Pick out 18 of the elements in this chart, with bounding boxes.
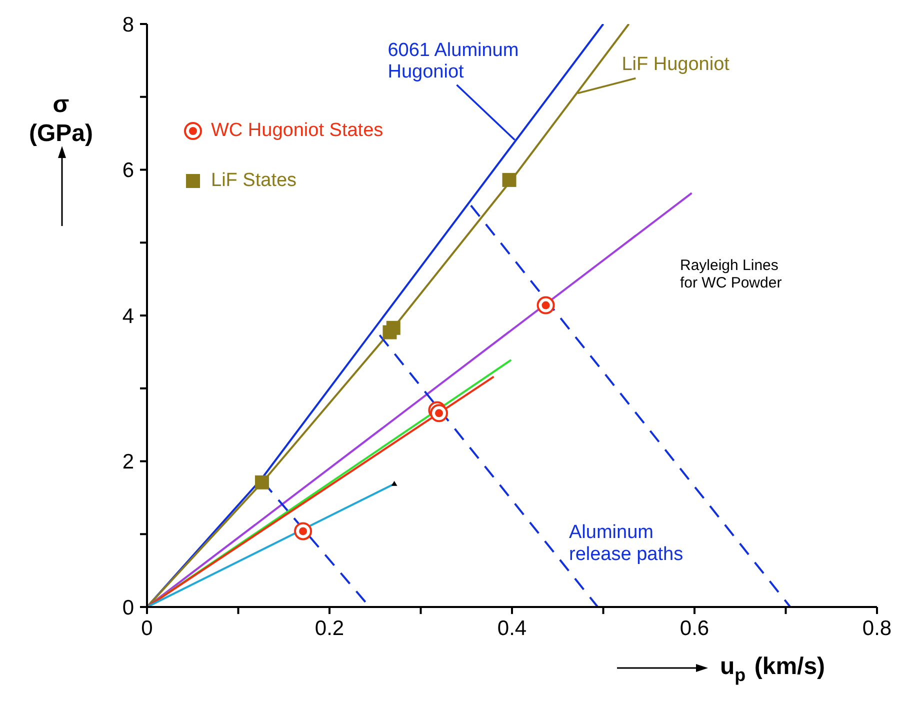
y-tick-label: 4 xyxy=(122,304,134,328)
y-tick-label: 2 xyxy=(122,450,134,474)
y-tick-label: 6 xyxy=(122,159,134,182)
x-tick-label: 0.4 xyxy=(497,616,527,640)
x-tick-label: 0.2 xyxy=(314,616,344,640)
legend-label: WC Hugoniot States xyxy=(211,120,384,142)
x-axis-title: u$_{p}$ (km/s) xyxy=(720,653,826,685)
annotation: 6061 Aluminum Hugoniot xyxy=(388,40,519,83)
x-tick-label: 0.6 xyxy=(680,616,710,640)
annotation: Rayleigh Lines for WC Powder xyxy=(680,257,782,292)
annotation: LiF Hugoniot xyxy=(622,54,730,76)
annotation: Aluminum release paths xyxy=(569,522,684,565)
x-tick-label: 0 xyxy=(141,616,153,640)
y-tick-label: 8 xyxy=(122,13,134,36)
legend-label: LiF States xyxy=(211,170,297,192)
y-axis-title: σ (GPa) xyxy=(28,91,94,147)
y-tick-label: 0 xyxy=(122,596,134,620)
x-tick-label: 0.8 xyxy=(862,616,892,640)
